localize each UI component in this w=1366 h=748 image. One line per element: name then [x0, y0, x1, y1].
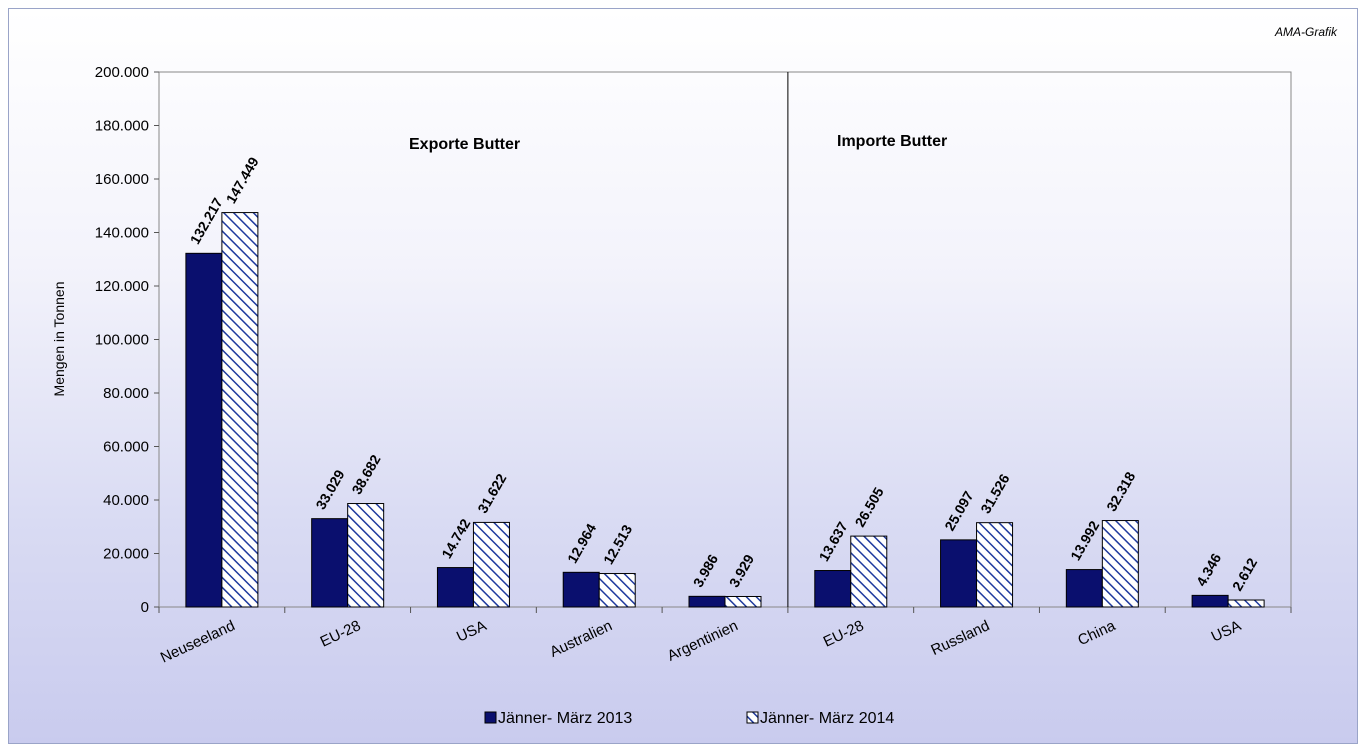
bar-2013 [562, 571, 600, 608]
y-tick-label: 40.000 [103, 492, 149, 509]
x-category-label: Neuseeland [158, 617, 238, 666]
data-label-2014: 32.318 [1103, 469, 1138, 514]
bar-2013 [436, 567, 474, 608]
data-label-2014: 3.929 [726, 551, 757, 590]
bar-2013 [1065, 569, 1103, 608]
legend-swatch-2013 [484, 711, 497, 724]
bar-2014 [1227, 599, 1265, 608]
bar-2013 [688, 595, 726, 608]
source-label: AMA-Grafik [1274, 25, 1337, 39]
y-tick-label: 0 [141, 599, 149, 616]
data-label-2013: 14.742 [438, 516, 473, 561]
data-label-2013: 132.217 [187, 195, 226, 247]
data-label-2013: 12.964 [564, 521, 599, 566]
chart-frame: AMA-Grafik 0 20.000 40.000 60.000 80.000 100.… [8, 8, 1358, 744]
x-category-label: Argentinien [665, 617, 741, 664]
bar-2013 [185, 252, 223, 608]
y-tick-label: 140.000 [95, 225, 149, 242]
y-tick-label: 100.000 [95, 332, 149, 349]
data-label-2014: 26.505 [852, 484, 887, 529]
data-label-2014: 147.449 [223, 154, 262, 206]
x-category-label: EU-28 [318, 617, 364, 650]
bar-2014 [976, 522, 1014, 608]
y-tick-label: 20.000 [103, 546, 149, 563]
legend-label-2014: Jänner- März 2014 [760, 710, 894, 727]
y-tick-label: 80.000 [103, 385, 149, 402]
data-label-2013: 25.097 [941, 488, 976, 533]
legend-swatch-2014 [746, 711, 759, 724]
data-label-2013: 3.986 [690, 551, 721, 590]
data-label-2013: 33.029 [312, 467, 347, 512]
y-axis: 0 20.000 40.000 60.000 80.000 100.000 120.000 1… [95, 64, 159, 616]
section-title-exports: Exporte Butter [409, 136, 520, 153]
x-category-label: USA [454, 617, 489, 645]
bar-2013 [1191, 594, 1229, 608]
y-tick-label: 180.000 [95, 118, 149, 135]
legend: Jänner- März 2013 Jänner- März 2014 [484, 710, 894, 727]
section-titles: Exporte Butter Importe Butter [409, 133, 947, 153]
legend-label-2013: Jänner- März 2013 [498, 710, 632, 727]
bar-2013 [814, 570, 852, 608]
data-label-2013: 4.346 [1193, 550, 1224, 589]
bar-2013 [940, 539, 978, 608]
x-category-label: USA [1209, 617, 1244, 645]
x-category-label: China [1075, 617, 1118, 649]
data-label-2014: 31.622 [474, 471, 509, 516]
y-axis-label: Mengen in Tonnen [51, 282, 67, 397]
section-title-imports: Importe Butter [837, 133, 947, 150]
butter-trade-chart: 0 20.000 40.000 60.000 80.000 100.000 120.000 1… [51, 64, 1292, 727]
bar-2014 [221, 212, 259, 608]
bar-2014 [1101, 520, 1139, 608]
y-tick-label: 120.000 [95, 278, 149, 295]
data-label-2014: 38.682 [348, 452, 383, 497]
data-label-2014: 31.526 [977, 471, 1012, 516]
bar-2013 [311, 518, 349, 608]
data-label-2013: 13.992 [1067, 518, 1102, 563]
x-category-label: Russland [928, 617, 992, 659]
data-label-2013: 13.637 [816, 519, 851, 564]
bar-2014 [598, 573, 636, 608]
y-tick-label: 60.000 [103, 439, 149, 456]
bar-2014 [347, 503, 385, 608]
x-category-label: EU-28 [821, 617, 867, 650]
data-label-2014: 2.612 [1229, 555, 1260, 594]
x-category-label: Australien [547, 617, 615, 661]
bar-2014 [724, 595, 762, 608]
y-tick-label: 200.000 [95, 64, 149, 81]
bar-2014 [472, 521, 510, 608]
y-tick-label: 160.000 [95, 171, 149, 188]
bar-2014 [850, 535, 888, 608]
data-label-2014: 12.513 [600, 522, 635, 567]
